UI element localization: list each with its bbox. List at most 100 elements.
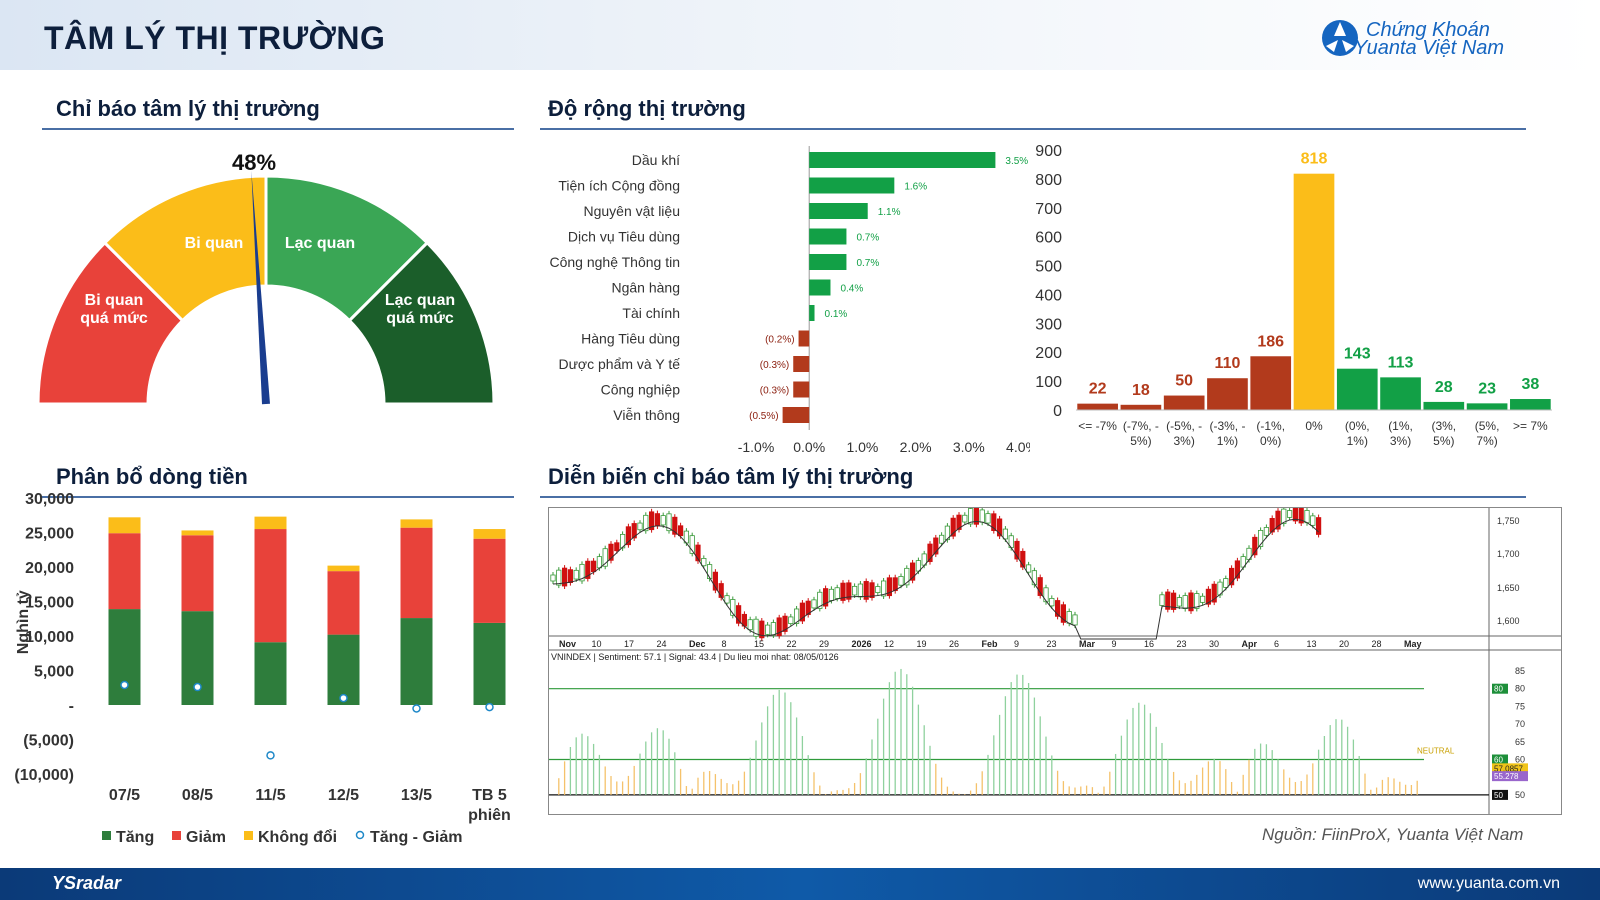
dist-value-label: 28 [1435, 379, 1453, 396]
dist-category-label: 3%) [1390, 434, 1411, 448]
evo-sentiment-tick: 80 [1515, 684, 1525, 694]
dist-y-tick: 500 [1035, 259, 1062, 276]
gauge-section-title: Chỉ báo tâm lý thị trường [56, 96, 320, 121]
flow-net-point [412, 704, 421, 713]
sector-x-tick: -1.0% [738, 439, 775, 455]
evo-date-tick: 22 [787, 639, 797, 649]
evo-candle [840, 582, 846, 601]
evo-candle [782, 615, 788, 632]
evo-date-tick: Apr [1242, 639, 1258, 649]
evo-candle [649, 511, 655, 531]
sector-category-label: Dầu khí [632, 152, 680, 168]
evo-candle [1205, 588, 1212, 605]
sector-x-tick: 1.0% [846, 439, 878, 455]
evo-candle [904, 567, 910, 586]
flow-bar-Không đổi [327, 565, 360, 572]
flow-bar-Tăng [473, 622, 506, 705]
dist-y-tick: 900 [1035, 143, 1062, 160]
dist-category-label: 0%) [1260, 434, 1281, 448]
dist-category-label: (3%, [1431, 419, 1456, 433]
flow-category-label: phiên [468, 807, 511, 824]
flow-legend-label: Không đổi [258, 828, 337, 846]
flow-legend-swatch [172, 831, 181, 840]
sector-bar [809, 203, 868, 219]
evo-candle [857, 583, 864, 598]
evo-date-tick: 13 [1307, 639, 1317, 649]
evo-candle [1031, 570, 1038, 586]
flow-y-tick: 5,000 [34, 664, 74, 681]
evo-candle [1304, 510, 1310, 524]
sector-category-label: Nguyên vật liệu [583, 203, 680, 219]
evo-candle [828, 588, 835, 601]
evo-candle [1014, 540, 1020, 560]
logo-text-line2: Yuanta Việt Nam [1354, 37, 1504, 59]
evo-candle [793, 608, 800, 624]
evo-candle [817, 591, 823, 609]
evo-candle [967, 508, 974, 525]
evo-date-tick: 29 [819, 639, 829, 649]
evo-candle [1298, 508, 1304, 524]
flow-legend-swatch [244, 831, 253, 840]
evo-candle [631, 523, 637, 539]
evo-price-tick: 1,750 [1497, 516, 1520, 526]
header-bar: TÂM LÝ THỊ TRƯỜNG Chứng Khoán Yuanta Việ… [0, 0, 1600, 70]
evo-candle [1281, 508, 1287, 524]
sector-value-label: 1.1% [878, 207, 901, 218]
sentiment-gauge: Bi quan quá mức Bi quan Lạc quan Lạc quan quá… [36, 150, 496, 406]
evo-candle [1054, 600, 1061, 617]
evo-candle [892, 577, 898, 592]
dist-bar [1423, 401, 1465, 410]
evo-candle [927, 543, 933, 563]
sector-x-tick: 2.0% [900, 439, 932, 455]
dist-y-tick: 800 [1035, 172, 1062, 189]
evo-candle [1316, 517, 1322, 535]
sector-bar [809, 228, 847, 245]
evo-candle [602, 548, 608, 567]
evo-candle [834, 587, 840, 599]
evo-candle [1066, 611, 1072, 624]
sector-category-label: Dược phẩm và Y tế [558, 356, 680, 372]
sector-category-label: Tiện ích Cộng đồng [558, 178, 680, 194]
evo-candle [689, 535, 695, 554]
flow-category-label: 08/5 [182, 787, 213, 804]
sector-bar [793, 356, 810, 372]
price-change-distribution-chart: 0 100 200 300 400 500 600 700 800 900 22 <= -7% 18 (-… [1035, 143, 1552, 448]
dist-y-tick: 600 [1035, 230, 1062, 247]
evo-candle [846, 582, 852, 600]
evo-candle [643, 514, 649, 532]
dist-category-label: <= -7% [1078, 419, 1117, 433]
evo-candle [701, 558, 707, 567]
evo-candle [996, 518, 1003, 537]
evo-date-tick: 23 [1177, 639, 1187, 649]
dist-y-tick: 100 [1035, 374, 1062, 391]
evo-date-tick: 12 [884, 639, 894, 649]
sector-value-label: (0.3%) [760, 386, 789, 397]
evo-candle [672, 516, 678, 535]
evo-candle [979, 509, 985, 523]
evo-candle [1287, 510, 1293, 518]
evo-marker-tag [1492, 683, 1508, 694]
evo-candle [938, 534, 945, 544]
evo-candle [677, 525, 684, 537]
dist-y-tick: 400 [1035, 287, 1062, 304]
sector-x-tick: 4.0% [1006, 439, 1030, 455]
dist-y-tick: 700 [1035, 201, 1062, 218]
website-link[interactable]: www.yuanta.com.vn [1417, 875, 1560, 892]
flow-bar-Tăng [327, 634, 360, 705]
evo-candle [956, 514, 962, 530]
sector-category-label: Viễn thông [613, 407, 680, 423]
flow-bar-Tăng [400, 618, 433, 705]
flow-category-label: 12/5 [328, 787, 359, 804]
evo-candle [1037, 577, 1043, 596]
evolution-section-rule [540, 496, 1526, 498]
dist-y-tick: 300 [1035, 316, 1062, 333]
dist-value-label: 23 [1478, 380, 1496, 397]
flow-bar-Tăng [108, 609, 141, 705]
evo-candle [1060, 604, 1067, 623]
evo-candle [695, 544, 701, 562]
flow-legend-label: Tăng [116, 829, 154, 846]
evo-candle [1165, 591, 1171, 610]
evo-candle [1049, 598, 1055, 607]
evo-candle [1159, 594, 1165, 606]
evo-candle [1194, 593, 1200, 609]
